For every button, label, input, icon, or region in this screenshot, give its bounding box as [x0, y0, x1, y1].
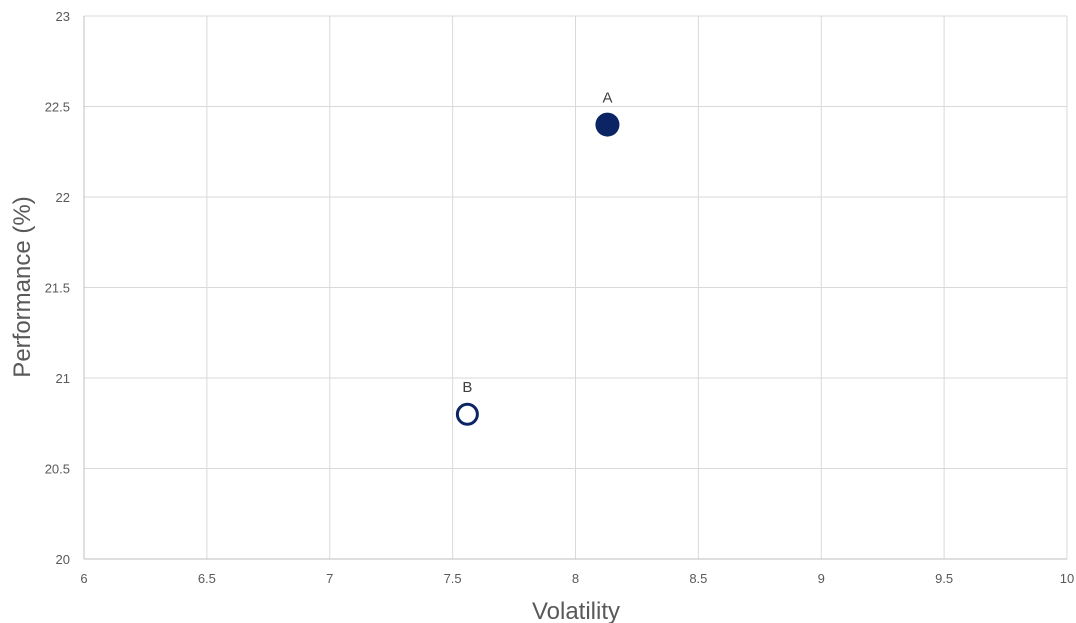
x-tick-label: 7	[326, 571, 333, 586]
x-axis-title: Volatility	[532, 598, 620, 623]
y-tick-label: 21	[56, 371, 70, 386]
y-tick-label: 23	[56, 9, 70, 24]
y-tick-label: 22.5	[45, 100, 70, 115]
x-tick-label: 9	[818, 571, 825, 586]
x-tick-label: 7.5	[444, 571, 462, 586]
data-label-a: A	[602, 90, 612, 107]
axes	[83, 16, 1067, 560]
x-tick-label: 9.5	[935, 571, 953, 586]
x-tick-label: 6	[80, 571, 87, 586]
x-tick-labels: 6 6.5 7 7.5 8 8.5 9 9.5 10	[80, 571, 1074, 586]
y-axis-title: Performance (%)	[9, 196, 36, 377]
y-tick-label: 20	[56, 552, 70, 567]
y-tick-label: 21.5	[45, 281, 70, 296]
data-point-a	[595, 112, 620, 137]
data-point-b	[455, 402, 479, 426]
x-tick-label: 8	[572, 571, 579, 586]
data-label-b: B	[462, 379, 472, 396]
x-tick-label: 8.5	[689, 571, 707, 586]
data-points: AB	[455, 90, 620, 426]
x-tick-label: 10	[1060, 571, 1074, 586]
grid	[84, 15, 1068, 559]
x-tick-label: 6.5	[198, 571, 216, 586]
y-tick-labels: 20 20.5 21 21.5 22 22.5 23	[45, 9, 70, 567]
y-tick-label: 20.5	[45, 462, 70, 477]
y-tick-label: 22	[56, 190, 70, 205]
